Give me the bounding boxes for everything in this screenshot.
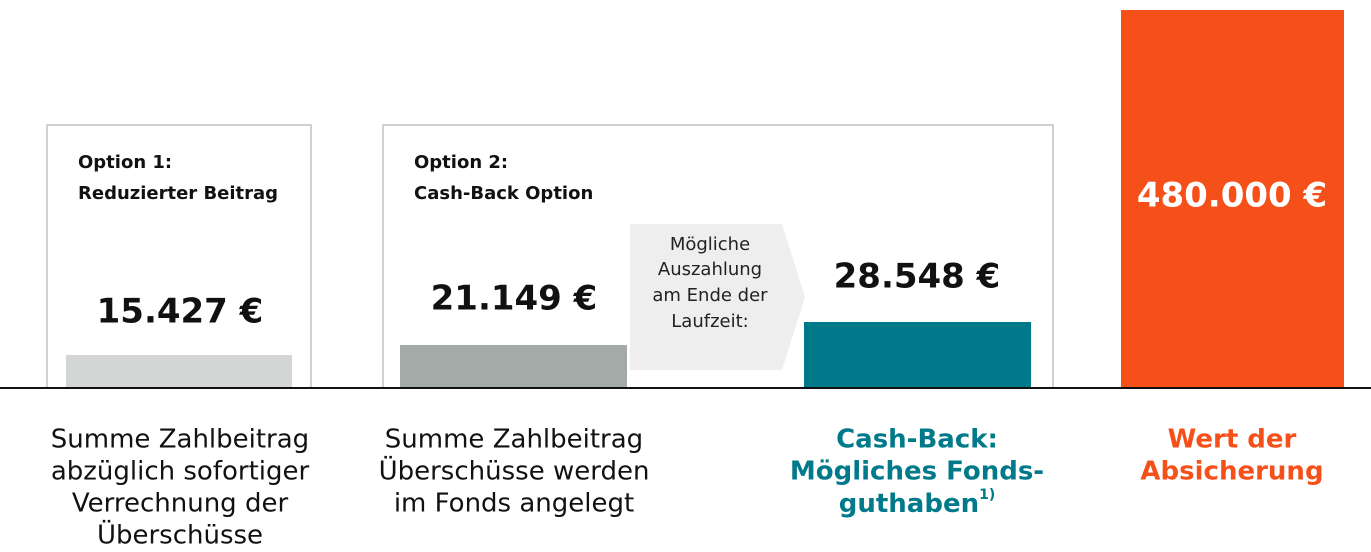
bar: [400, 345, 627, 388]
heading: Reduzierter Beitrag: [78, 183, 278, 204]
heading: Option 1:: [78, 152, 172, 173]
note: Mögliche: [670, 234, 750, 255]
caption: Summe Zahlbeitrag: [51, 425, 309, 455]
caption: guthaben1): [839, 487, 996, 519]
amount: 21.149 €: [431, 279, 598, 319]
arrow: [630, 224, 805, 370]
caption: Cash-Back:: [836, 425, 998, 455]
caption: Summe Zahlbeitrag: [385, 425, 643, 455]
note: am Ende der: [652, 285, 768, 306]
note: Auszahlung: [658, 259, 762, 280]
bar: [804, 322, 1031, 388]
caption-part: guthaben: [839, 489, 979, 519]
caption: Überschüsse werden: [379, 455, 650, 487]
note: Laufzeit:: [671, 311, 748, 332]
heading: Option 2:: [414, 152, 508, 173]
caption: im Fonds angelegt: [394, 489, 634, 519]
footnote: 1): [979, 487, 995, 503]
amount: 15.427 €: [97, 292, 264, 332]
caption: Mögliches Fonds-: [790, 457, 1044, 487]
bar: [1121, 10, 1344, 388]
amount: 480.000 €: [1137, 176, 1327, 216]
caption: Wert der: [1168, 425, 1297, 455]
caption: Überschüsse: [97, 519, 263, 551]
bar: [66, 355, 292, 388]
caption: Absicherung: [1140, 457, 1323, 487]
amount: 28.548 €: [834, 257, 1001, 297]
heading: Cash-Back Option: [414, 183, 593, 204]
caption: Verrechnung der: [72, 489, 289, 519]
caption: abzüglich sofortiger: [51, 457, 310, 487]
